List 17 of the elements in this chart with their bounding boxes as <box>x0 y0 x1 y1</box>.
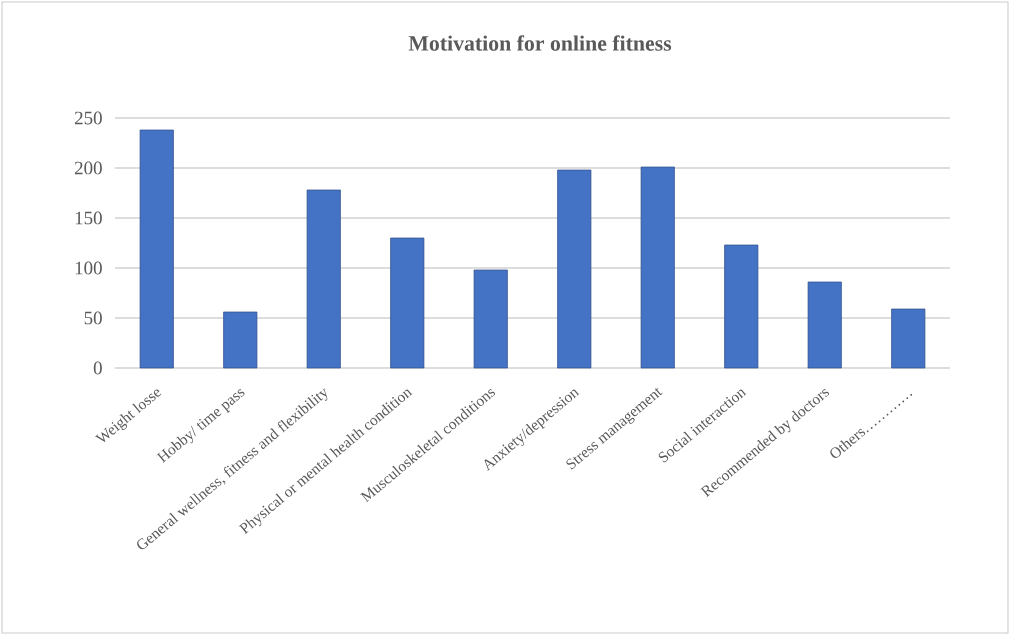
bar <box>640 166 675 369</box>
chart-title: Motivation for online fitness <box>408 35 672 51</box>
bar <box>223 311 258 369</box>
bar <box>724 244 759 369</box>
y-tick-label: 200 <box>74 161 102 175</box>
bar <box>473 269 508 369</box>
y-tick-label: 0 <box>93 361 102 375</box>
y-tick-label: 50 <box>84 311 102 325</box>
bar <box>557 169 592 369</box>
bar <box>891 308 926 369</box>
y-tick-label: 150 <box>75 211 102 225</box>
bar <box>139 129 174 369</box>
y-tick-label: 250 <box>74 111 102 125</box>
bar <box>807 281 842 369</box>
bar <box>390 237 425 369</box>
y-tick-label: 100 <box>75 261 102 275</box>
bar <box>306 189 341 369</box>
